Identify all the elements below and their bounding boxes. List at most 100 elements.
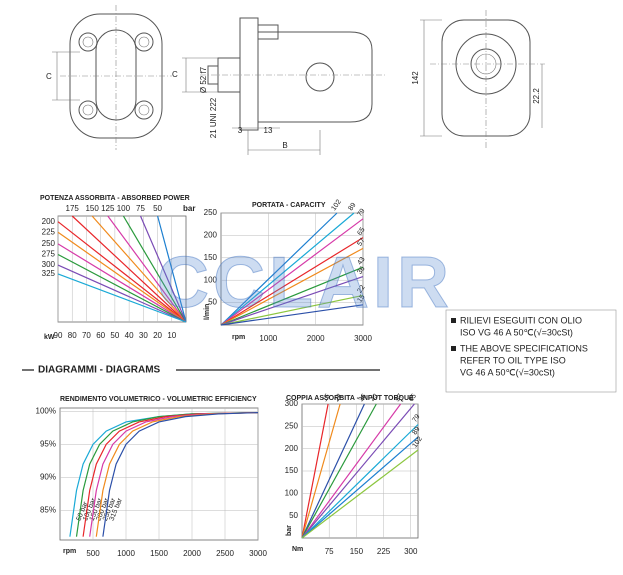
x-tick-label: 75: [325, 547, 334, 556]
series-line: [301, 436, 419, 539]
drawing-side-view: [182, 17, 385, 155]
series-line: [301, 449, 419, 539]
series-label: 89: [347, 202, 357, 212]
y-axis-label: l/min: [204, 304, 211, 320]
y-tick-label: 50: [208, 298, 217, 307]
x-axis-label: rpm: [232, 334, 245, 341]
x-tick-label: 225: [377, 547, 391, 556]
series-label: 325: [42, 269, 56, 278]
y-tick-label: 200: [204, 231, 218, 240]
y-tick-label: 100%: [36, 406, 56, 415]
x-tick-label: 1000: [259, 334, 277, 343]
series-line: [71, 215, 187, 323]
dimension-label: B: [282, 141, 287, 150]
series-label: 36: [358, 393, 368, 403]
x-tick-label: 80: [68, 331, 77, 340]
dimension-label: Ø 52 f7: [199, 66, 208, 93]
y-tick-label: 95%: [40, 439, 56, 448]
plot-area: [57, 215, 187, 323]
series-line: [57, 273, 187, 323]
x-tick-label: 1500: [150, 549, 168, 558]
series-line: [57, 221, 187, 323]
series-label: 65: [408, 393, 418, 403]
series-label: 275: [42, 250, 56, 259]
top-axis-label: bar: [183, 204, 195, 213]
series-label: 150: [85, 204, 99, 213]
series-line: [220, 294, 364, 326]
dimension-label: 22.2: [532, 88, 541, 104]
charts: POTENZA ASSORBITA - ABSORBED POWER 90 80 70…: [36, 195, 424, 558]
dimension-label: C: [172, 70, 178, 79]
series-line: [91, 215, 187, 323]
series-label: 43: [370, 393, 380, 403]
series-line: [301, 403, 365, 539]
series-label: 43: [356, 256, 366, 266]
y-tick-label: 250: [204, 208, 218, 217]
series-label: 225: [42, 227, 56, 236]
series-line: [220, 276, 364, 326]
y-axis-label: bar: [286, 525, 293, 536]
x-tick-label: 30: [139, 331, 148, 340]
series-line: [57, 243, 187, 323]
x-tick-label: 300: [404, 547, 418, 556]
drawing-rear-view: [420, 10, 545, 148]
series-label: 57: [394, 393, 404, 403]
x-tick-label: 3000: [249, 549, 267, 558]
series-line: [139, 215, 187, 323]
watermark: CCLAIR: [157, 243, 453, 323]
y-tick-label: 50: [289, 511, 298, 520]
x-tick-label: 2500: [216, 549, 234, 558]
section-title: DIAGRAMMI - DIAGRAMS: [38, 365, 161, 376]
chart-title: RENDIMENTO VOLUMETRICO - VOLUMETRIC EFFI…: [60, 396, 257, 403]
dimension-label: 3: [238, 126, 243, 135]
note-line: RILIEVI ESEGUITI CON OLIO: [460, 315, 582, 325]
series-label: 36: [356, 265, 366, 275]
series-label: 89: [411, 426, 421, 436]
y-tick-label: 250: [285, 421, 299, 430]
series-line: [220, 212, 338, 326]
y-tick-label: 150: [204, 253, 218, 262]
y-tick-label: 85%: [40, 505, 56, 514]
x-tick-label: 3000: [354, 334, 372, 343]
dimension-label: 142: [411, 71, 420, 85]
series-line: [102, 412, 259, 537]
x-tick-label: 1000: [117, 549, 135, 558]
x-tick-label: 2000: [307, 334, 325, 343]
notes-box: [445, 309, 617, 393]
note-line: THE ABOVE SPECIFICATIONS: [460, 343, 588, 353]
series-line: [301, 403, 341, 539]
y-tick-label: 100: [285, 488, 299, 497]
series-line: [157, 215, 187, 323]
series-line: [220, 266, 364, 326]
series-line: [301, 403, 377, 539]
series-line: [57, 264, 187, 323]
series-label: 175: [66, 204, 80, 213]
x-tick-label: 10: [167, 331, 176, 340]
chart-title: PORTATA - CAPACITY: [252, 202, 326, 209]
series-label: 79: [411, 413, 421, 423]
series-label: 250: [42, 239, 56, 248]
bullet: [451, 318, 456, 323]
x-axis-label: Nm: [292, 546, 303, 553]
chart-title: COPPIA ASSORBITA - INPUT TORQUE: [286, 395, 414, 402]
series-label: 22: [333, 393, 343, 403]
y-tick-label: 300: [285, 399, 299, 408]
x-axis-label: rpm: [63, 548, 76, 555]
series-line: [220, 212, 355, 326]
series-line: [301, 403, 402, 539]
series-label: 15: [322, 393, 332, 403]
series-line: [301, 403, 329, 539]
x-tick-label: 500: [86, 549, 100, 558]
series-label: 300: [42, 260, 56, 269]
y-tick-label: 90%: [40, 472, 56, 481]
series-label: 125: [101, 204, 115, 213]
dimension-label: C: [46, 72, 52, 81]
series-line: [57, 253, 187, 323]
series-line: [107, 215, 187, 323]
chart-title: POTENZA ASSORBITA - ABSORBED POWER: [40, 195, 190, 202]
x-tick-label: 40: [125, 331, 134, 340]
x-tick-label: 60: [96, 331, 105, 340]
y-tick-label: 100: [204, 275, 218, 284]
series-line: [301, 424, 419, 539]
